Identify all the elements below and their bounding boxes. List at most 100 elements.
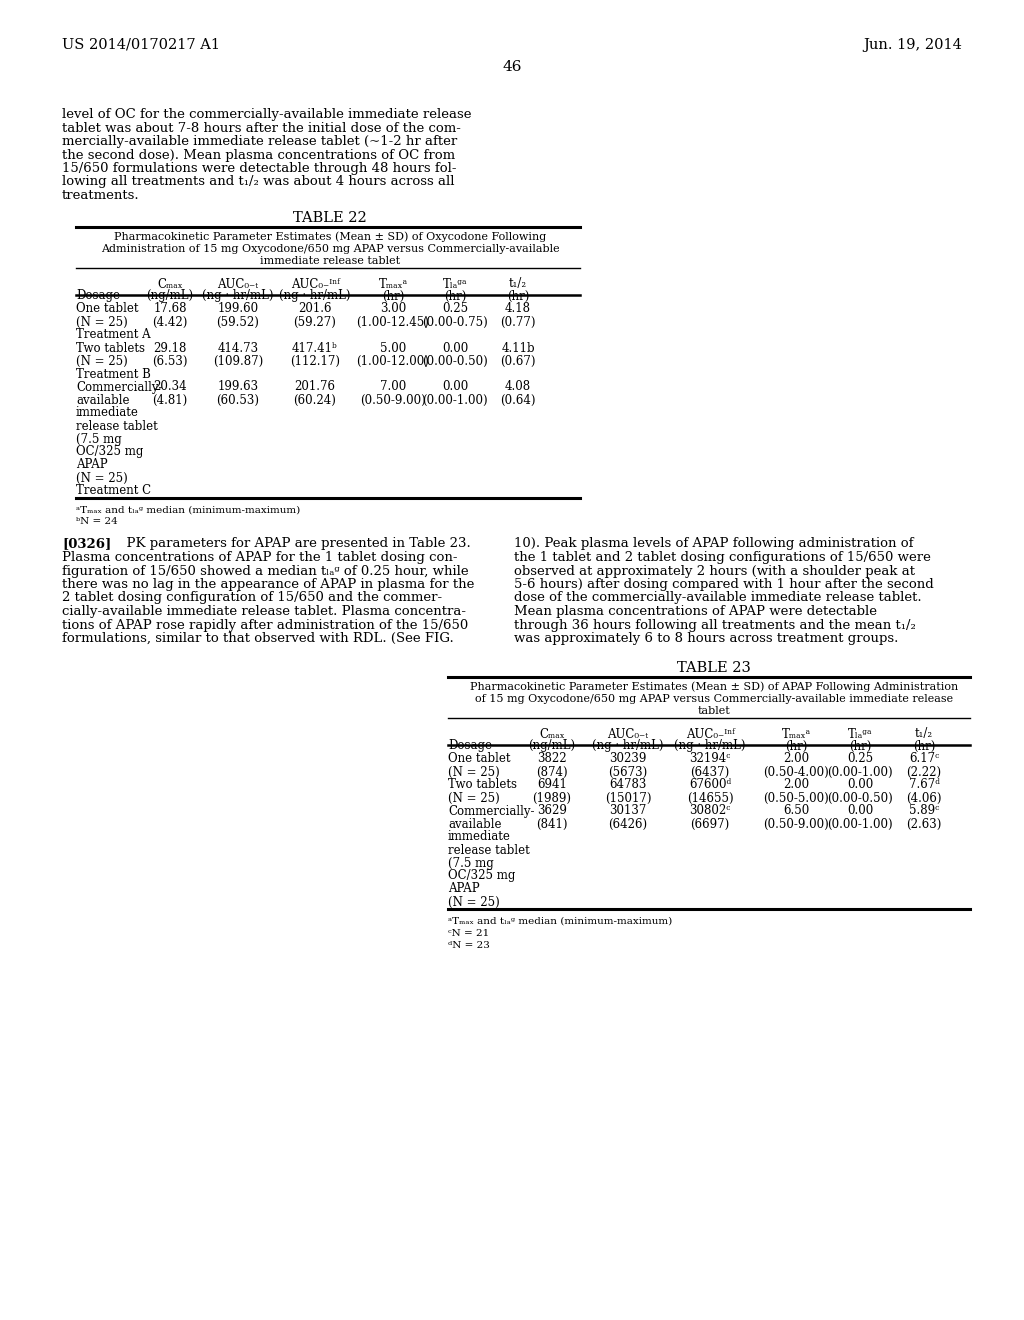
Text: ᵃTₘₐₓ and tₗₐᵍ median (minimum-maximum): ᵃTₘₐₓ and tₗₐᵍ median (minimum-maximum) (76, 506, 300, 515)
Text: (841): (841) (537, 817, 567, 830)
Text: through 36 hours following all treatments and the mean t₁/₂: through 36 hours following all treatment… (514, 619, 915, 631)
Text: (0.64): (0.64) (501, 393, 536, 407)
Text: AUC₀₋ₜ: AUC₀₋ₜ (607, 727, 648, 741)
Text: (N = 25): (N = 25) (76, 315, 128, 329)
Text: (ng · hr/mL): (ng · hr/mL) (674, 739, 745, 752)
Text: 7.00: 7.00 (380, 380, 407, 393)
Text: 30137: 30137 (609, 804, 647, 817)
Text: 0.25: 0.25 (847, 752, 873, 766)
Text: 5.89ᶜ: 5.89ᶜ (909, 804, 939, 817)
Text: (N = 25): (N = 25) (76, 355, 128, 367)
Text: 417.41ᵇ: 417.41ᵇ (292, 342, 338, 355)
Text: [0326]: [0326] (62, 537, 112, 550)
Text: ᵈN = 23: ᵈN = 23 (449, 940, 489, 949)
Text: 3629: 3629 (537, 804, 567, 817)
Text: 199.60: 199.60 (217, 302, 259, 315)
Text: TABLE 23: TABLE 23 (677, 660, 751, 675)
Text: AUC₀₋ₜ: AUC₀₋ₜ (217, 277, 258, 290)
Text: mercially-available immediate release tablet (~1-2 hr after: mercially-available immediate release ta… (62, 135, 458, 148)
Text: (1.00-12.00): (1.00-12.00) (356, 355, 429, 367)
Text: (60.53): (60.53) (216, 393, 259, 407)
Text: 0.00: 0.00 (847, 804, 873, 817)
Text: formulations, similar to that observed with RDL. (See FIG.: formulations, similar to that observed w… (62, 632, 454, 645)
Text: ᵃTₘₐₓ and tₗₐᵍ median (minimum-maximum): ᵃTₘₐₓ and tₗₐᵍ median (minimum-maximum) (449, 916, 672, 925)
Text: (1989): (1989) (532, 792, 571, 804)
Text: (109.87): (109.87) (213, 355, 263, 367)
Text: 5-6 hours) after dosing compared with 1 hour after the second: 5-6 hours) after dosing compared with 1 … (514, 578, 934, 591)
Text: observed at approximately 2 hours (with a shoulder peak at: observed at approximately 2 hours (with … (514, 565, 915, 578)
Text: tablet: tablet (697, 705, 730, 715)
Text: (5673): (5673) (608, 766, 647, 779)
Text: (1.00-12.45): (1.00-12.45) (356, 315, 429, 329)
Text: (0.00-0.50): (0.00-0.50) (422, 355, 487, 367)
Text: Plasma concentrations of APAP for the 1 tablet dosing con-: Plasma concentrations of APAP for the 1 … (62, 550, 458, 564)
Text: 4.11b: 4.11b (501, 342, 535, 355)
Text: Tₗₐᵍᵃ: Tₗₐᵍᵃ (848, 727, 872, 741)
Text: 2 tablet dosing configuration of 15/650 and the commer-: 2 tablet dosing configuration of 15/650 … (62, 591, 442, 605)
Text: Dosage: Dosage (76, 289, 120, 302)
Text: (15017): (15017) (605, 792, 651, 804)
Text: (4.06): (4.06) (906, 792, 942, 804)
Text: 201.76: 201.76 (295, 380, 336, 393)
Text: 20.34: 20.34 (154, 380, 186, 393)
Text: Commercially-: Commercially- (449, 804, 535, 817)
Text: (59.27): (59.27) (294, 315, 337, 329)
Text: Two tablets: Two tablets (76, 342, 145, 355)
Text: (0.50-9.00): (0.50-9.00) (763, 817, 828, 830)
Text: 15/650 formulations were detectable through 48 hours fol-: 15/650 formulations were detectable thro… (62, 162, 457, 176)
Text: (hr): (hr) (784, 739, 807, 752)
Text: tions of APAP rose rapidly after administration of the 15/650: tions of APAP rose rapidly after adminis… (62, 619, 468, 631)
Text: One tablet: One tablet (449, 752, 511, 766)
Text: (6437): (6437) (690, 766, 730, 779)
Text: 3822: 3822 (538, 752, 567, 766)
Text: (112.17): (112.17) (290, 355, 340, 367)
Text: Cₘₐₓ: Cₘₐₓ (157, 277, 183, 290)
Text: 30802ᶜ: 30802ᶜ (689, 804, 731, 817)
Text: PK parameters for APAP are presented in Table 23.: PK parameters for APAP are presented in … (118, 537, 471, 550)
Text: (2.22): (2.22) (906, 766, 941, 779)
Text: available: available (76, 393, 129, 407)
Text: of 15 mg Oxycodone/650 mg APAP versus Commercially-available immediate release: of 15 mg Oxycodone/650 mg APAP versus Co… (475, 693, 953, 704)
Text: t₁/₂: t₁/₂ (509, 277, 527, 290)
Text: Tₗₐᵍᵃ: Tₗₐᵍᵃ (442, 277, 467, 290)
Text: 6.50: 6.50 (783, 804, 809, 817)
Text: (0.00-1.00): (0.00-1.00) (422, 393, 487, 407)
Text: 3.00: 3.00 (380, 302, 407, 315)
Text: ᶜN = 21: ᶜN = 21 (449, 928, 489, 937)
Text: (ng · hr/mL): (ng · hr/mL) (280, 289, 351, 302)
Text: 5.00: 5.00 (380, 342, 407, 355)
Text: Cₘₐₓ: Cₘₐₓ (539, 727, 565, 741)
Text: 17.68: 17.68 (154, 302, 186, 315)
Text: 7.67ᵈ: 7.67ᵈ (908, 779, 939, 792)
Text: there was no lag in the appearance of APAP in plasma for the: there was no lag in the appearance of AP… (62, 578, 474, 591)
Text: (6426): (6426) (608, 817, 647, 830)
Text: (0.00-1.00): (0.00-1.00) (827, 817, 893, 830)
Text: OC/325 mg: OC/325 mg (449, 870, 515, 883)
Text: (N = 25): (N = 25) (76, 471, 128, 484)
Text: the second dose). Mean plasma concentrations of OC from: the second dose). Mean plasma concentrat… (62, 149, 455, 161)
Text: 67600ᵈ: 67600ᵈ (689, 779, 731, 792)
Text: 30239: 30239 (609, 752, 647, 766)
Text: Dosage: Dosage (449, 739, 492, 752)
Text: (7.5 mg: (7.5 mg (449, 857, 494, 870)
Text: (6697): (6697) (690, 817, 730, 830)
Text: (0.00-0.75): (0.00-0.75) (422, 315, 487, 329)
Text: immediate release tablet: immediate release tablet (260, 256, 400, 265)
Text: 0.00: 0.00 (442, 380, 468, 393)
Text: cially-available immediate release tablet. Plasma concentra-: cially-available immediate release table… (62, 605, 466, 618)
Text: (hr): (hr) (507, 289, 529, 302)
Text: (0.77): (0.77) (501, 315, 536, 329)
Text: (4.42): (4.42) (153, 315, 187, 329)
Text: (0.00-0.50): (0.00-0.50) (827, 792, 893, 804)
Text: dose of the commercially-available immediate release tablet.: dose of the commercially-available immed… (514, 591, 922, 605)
Text: (874): (874) (537, 766, 568, 779)
Text: Treatment B: Treatment B (76, 367, 151, 380)
Text: (59.52): (59.52) (216, 315, 259, 329)
Text: (ng/mL): (ng/mL) (146, 289, 194, 302)
Text: (14655): (14655) (687, 792, 733, 804)
Text: AUC₀₋ᴵⁿᶠ: AUC₀₋ᴵⁿᶠ (291, 277, 339, 290)
Text: Commercially-: Commercially- (76, 380, 163, 393)
Text: ᵇN = 24: ᵇN = 24 (76, 517, 118, 527)
Text: (60.24): (60.24) (294, 393, 337, 407)
Text: figuration of 15/650 showed a median tₗₐᵍ of 0.25 hour, while: figuration of 15/650 showed a median tₗₐ… (62, 565, 469, 578)
